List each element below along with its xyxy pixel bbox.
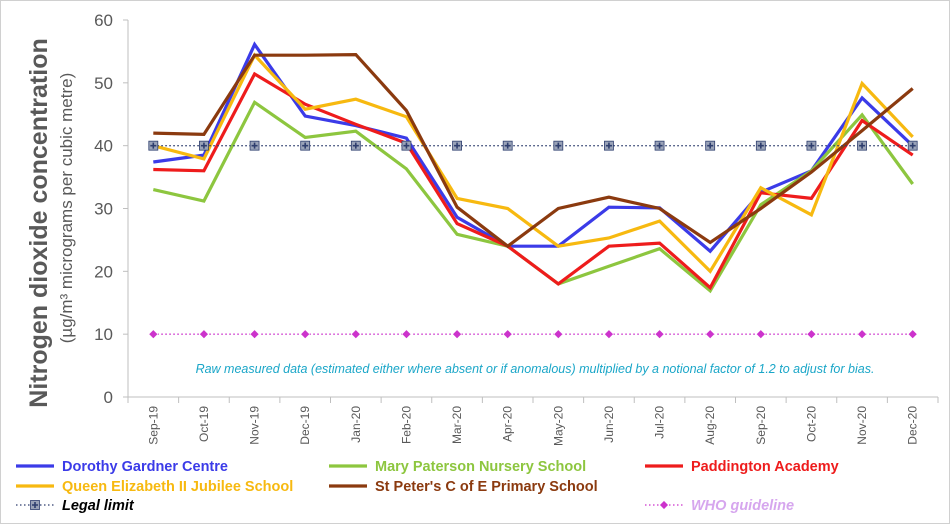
series-line-paddington-academy [153, 71, 914, 291]
series-group [148, 41, 918, 340]
y-axis-subtitle: (µg/m³ micrograms per cubic metre) [57, 73, 76, 344]
who-guideline-point [249, 329, 260, 340]
legal-limit-point [654, 140, 665, 151]
legal-limit-point [907, 140, 918, 151]
y-tick-label: 40 [94, 137, 113, 156]
legend-label: Mary Paterson Nursery School [375, 459, 586, 475]
who-guideline-point [553, 329, 564, 340]
x-tick-label: Sep-19 [146, 406, 160, 445]
x-tick-label: Dec-20 [906, 406, 920, 445]
who-guideline-point [705, 329, 716, 340]
series-line-st-peter-s-c-of-e-primary-school [153, 52, 914, 249]
x-tick-label: Jul-20 [653, 406, 667, 439]
who-guideline-point [654, 329, 665, 340]
who-guideline-point [907, 329, 918, 340]
y-tick-labels: 0 10 20 30 40 50 60 [94, 11, 113, 407]
legal-limit-point [604, 140, 614, 151]
legal-limit-point [857, 140, 867, 151]
legend-label: WHO guideline [691, 498, 794, 514]
x-tick-label: Feb-20 [399, 406, 413, 444]
series-line-queen-elizabeth-ii-jubilee-school [152, 52, 914, 274]
who-guideline-point [401, 329, 412, 340]
y-axis-title: Nitrogen dioxide concentration [25, 38, 53, 407]
who-guideline-point [755, 329, 766, 340]
who-guideline-point [350, 329, 361, 340]
x-tick-label: Mar-20 [450, 406, 464, 444]
y-tick-label: 0 [104, 388, 113, 407]
legal-limit-point [806, 140, 817, 151]
legend-label: St Peter's C of E Primary School [375, 479, 598, 495]
y-tick-label: 20 [94, 262, 113, 281]
x-tick-label: May-20 [551, 406, 565, 446]
legal-limit-point [755, 140, 766, 151]
x-tick-labels: Sep-19 Oct-19 Nov-19 Dec-19 Jan-20 Feb-20 Mar-… [146, 406, 919, 446]
legal-limit-point [452, 140, 462, 151]
who-guideline-point [857, 329, 867, 340]
legal-limit-point [148, 140, 159, 151]
x-tick-label: Oct-20 [804, 406, 818, 442]
legend-label: Legal limit [62, 498, 135, 514]
legend-label: Dorothy Gardner Centre [62, 459, 228, 475]
y-tick-label: 60 [94, 11, 113, 30]
x-tick-label: Sep-20 [754, 406, 768, 445]
who-guideline-point [452, 329, 462, 340]
x-tick-label: Aug-20 [703, 406, 717, 445]
who-guideline-point [199, 329, 209, 340]
who-guideline-point [604, 329, 614, 340]
legal-limit-point [502, 140, 513, 151]
chart-annotation: Raw measured data (estimated either wher… [196, 362, 875, 376]
who-guideline-point [806, 329, 817, 340]
legal-limit-point [300, 140, 311, 151]
x-tick-label: Jun-20 [602, 406, 616, 443]
legal-limit-point [350, 140, 361, 151]
legend-label: Paddington Academy [691, 459, 839, 475]
x-tick-label: Nov-20 [855, 406, 869, 445]
legend-marker [30, 500, 40, 510]
legend-label: Queen Elizabeth II Jubilee School [62, 479, 293, 495]
x-tick-label: Oct-19 [197, 406, 211, 442]
axes [123, 19, 939, 403]
who-guideline-point [148, 329, 159, 340]
x-tick-label: Jan-20 [349, 406, 363, 443]
y-tick-label: 30 [94, 200, 113, 219]
x-tick-label: Dec-19 [298, 406, 312, 445]
who-guideline-point [300, 329, 311, 340]
legend: Dorothy Gardner Centre Mary Paterson Nurs… [16, 459, 839, 514]
y-tick-label: 10 [94, 325, 113, 344]
legal-limit-point [553, 140, 564, 151]
legal-limit-point [199, 140, 209, 151]
who-guideline-point [502, 329, 513, 340]
legal-limit-point [705, 140, 716, 151]
x-tick-label: Apr-20 [501, 406, 515, 442]
y-tick-label: 50 [94, 74, 113, 93]
legend-marker [659, 500, 669, 510]
series-line-dorothy-gardner-centre [153, 41, 914, 254]
x-tick-label: Nov-19 [248, 406, 262, 445]
legal-limit-point [401, 140, 412, 151]
legal-limit-point [249, 140, 260, 151]
